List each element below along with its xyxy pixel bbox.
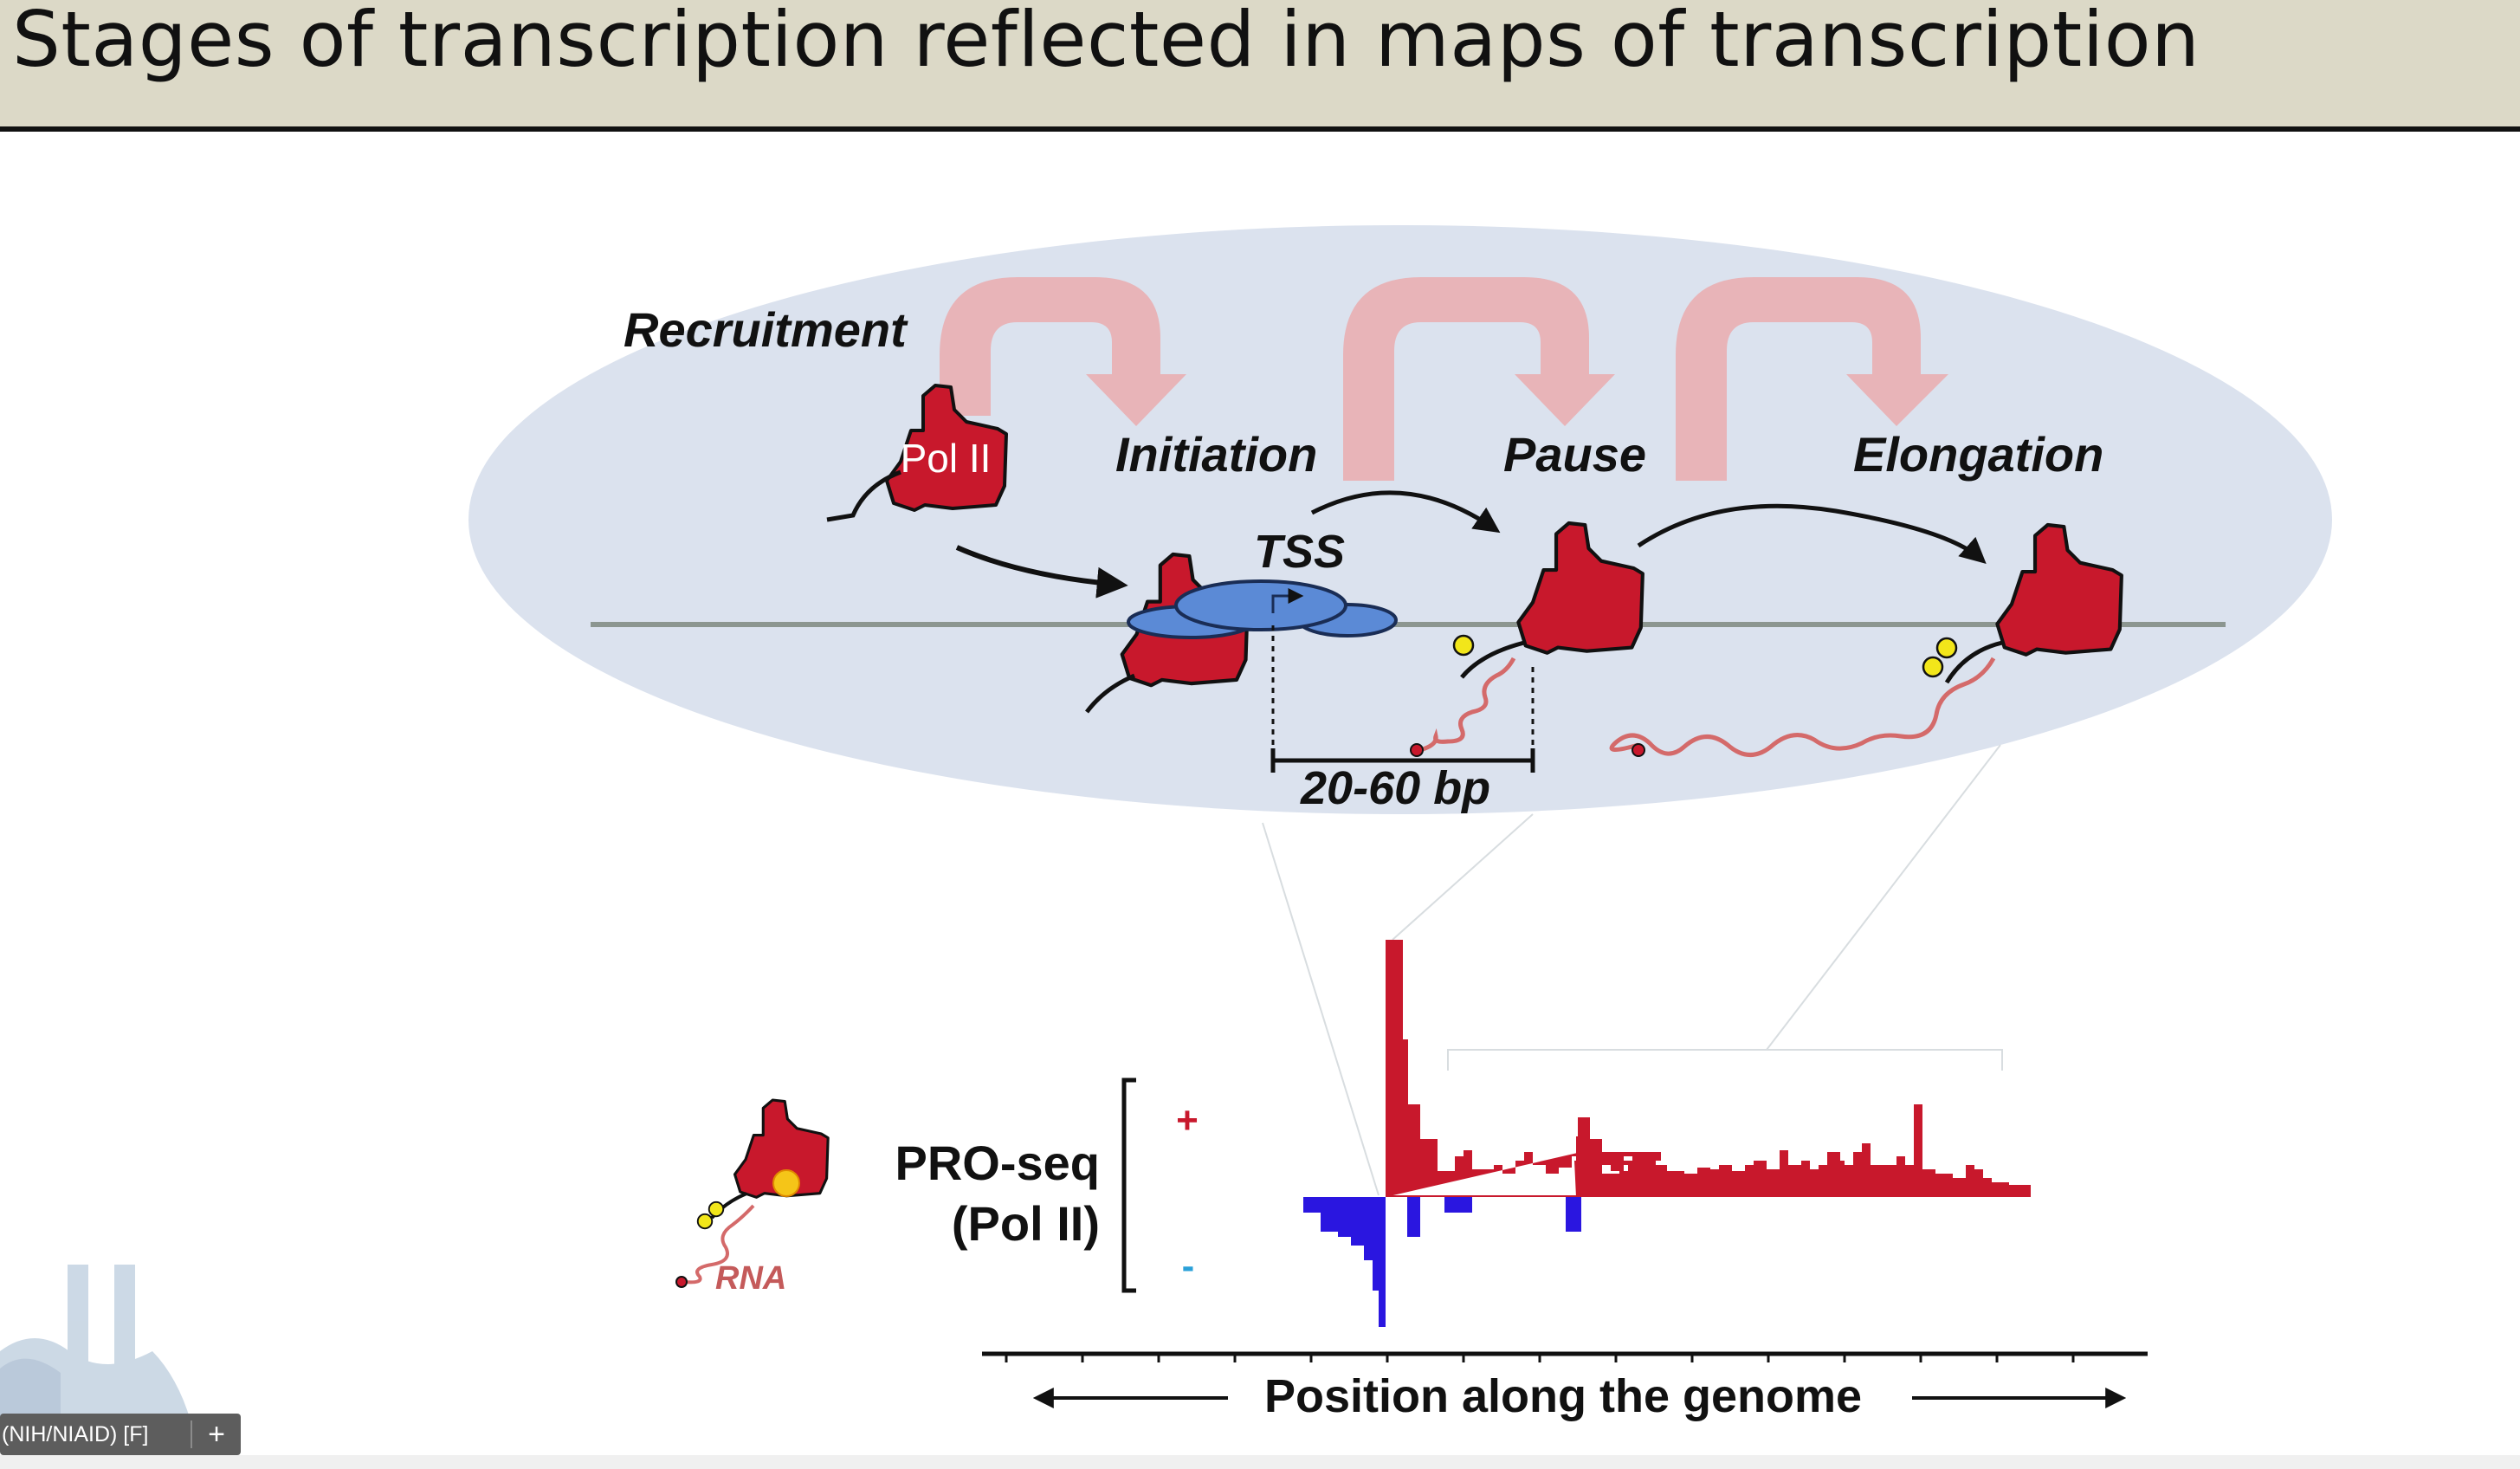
stage-label-pause: Pause bbox=[1503, 427, 1646, 482]
plus-strand-bars bbox=[1386, 940, 1661, 1197]
pause-elongation-arrow bbox=[1637, 503, 1987, 564]
active-site-icon bbox=[772, 1169, 800, 1197]
recruitment-tail bbox=[826, 469, 901, 522]
rna-label: RNA bbox=[715, 1260, 786, 1297]
initiation-tail bbox=[1084, 673, 1135, 714]
minus-strand-sign: - bbox=[1182, 1245, 1195, 1287]
tss-label: TSS bbox=[1254, 526, 1345, 578]
distance-bracket bbox=[1270, 625, 1535, 773]
proseq-label-line2: (Pol II) bbox=[952, 1196, 1100, 1251]
taskbar-tab-label: (NIH/NIAID) [F] bbox=[2, 1422, 149, 1446]
title-bar: Stages of transcription reflected in map… bbox=[0, 0, 2520, 132]
proseq-track bbox=[1303, 940, 2031, 1327]
stage-label-initiation: Initiation bbox=[1115, 427, 1317, 482]
bottom-strip bbox=[0, 1455, 2520, 1469]
tss-arrow-icon bbox=[1271, 588, 1304, 613]
nucleus-ellipse bbox=[468, 225, 2332, 814]
pause-ctd bbox=[1460, 640, 1525, 679]
taskbar-separator bbox=[191, 1420, 192, 1448]
new-tab-button[interactable]: + bbox=[208, 1418, 225, 1451]
recruitment-arrow bbox=[955, 545, 1128, 599]
phospho-icon bbox=[1935, 637, 1958, 659]
elongation-rna-end bbox=[1632, 743, 1645, 757]
institute-logo-icon bbox=[0, 1265, 191, 1420]
small-rna bbox=[683, 1204, 755, 1285]
taskbar-tab[interactable]: (NIH/NIAID) [F] + bbox=[0, 1414, 241, 1455]
initiation-pause-arrow bbox=[1310, 490, 1501, 534]
distance-label: 20-60 bp bbox=[1300, 762, 1490, 814]
stage-label-elongation: Elongation bbox=[1853, 427, 2103, 482]
elongation-ctd bbox=[1944, 640, 2003, 684]
slide-title: Stages of transcription reflected in map… bbox=[12, 0, 2200, 84]
zoom-guide-lines bbox=[1262, 744, 2003, 1196]
phospho-icon bbox=[1452, 634, 1475, 657]
axis-label: Position along the genome bbox=[1264, 1370, 1862, 1422]
stage-label-recruitment: Recruitment bbox=[624, 302, 908, 357]
pol2-recruitment: Pol II bbox=[885, 384, 1008, 512]
strand-bracket bbox=[1121, 1077, 1136, 1293]
minus-strand-bars bbox=[1303, 1197, 1581, 1327]
plus-strand-bars bbox=[1578, 1104, 2031, 1197]
elongation-rna bbox=[1609, 657, 1996, 757]
stage-transition-arrows bbox=[940, 277, 1948, 481]
genome-axis bbox=[982, 1351, 2148, 1408]
pause-rna bbox=[1419, 657, 1516, 753]
small-rna-end bbox=[675, 1276, 688, 1288]
pause-rna-end bbox=[1410, 743, 1424, 757]
phospho-icon bbox=[1922, 656, 1944, 678]
phospho-icon bbox=[696, 1213, 714, 1230]
pol2-label: Pol II bbox=[901, 436, 992, 481]
phospho-icon bbox=[708, 1200, 725, 1218]
proseq-label-line1: PRO-seq bbox=[895, 1136, 1101, 1190]
plus-strand-sign: + bbox=[1176, 1099, 1199, 1142]
